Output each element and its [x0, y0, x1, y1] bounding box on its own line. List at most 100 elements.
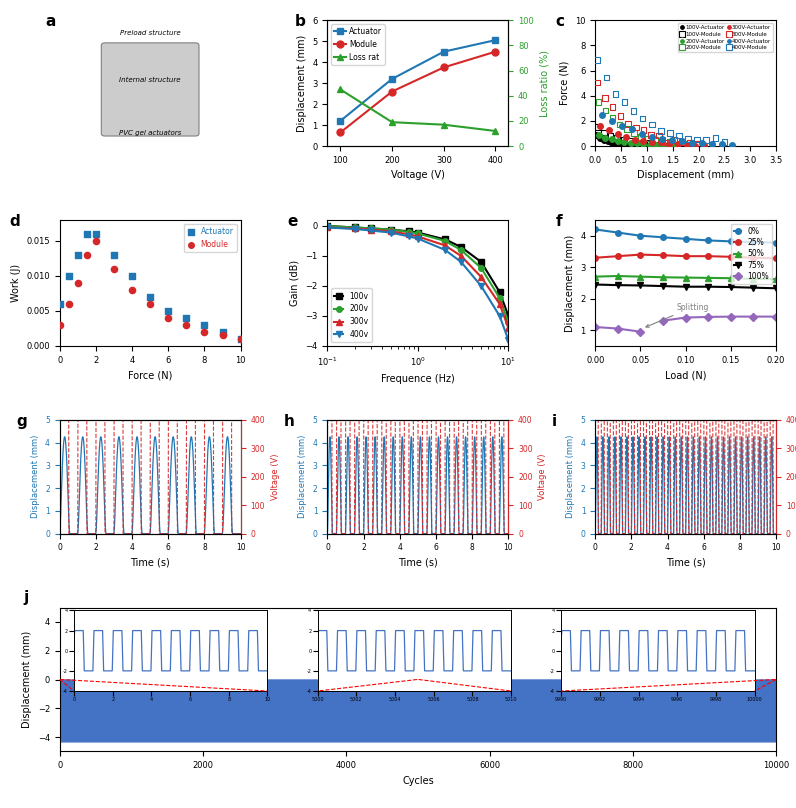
400v — [504, 335, 513, 345]
0% — [704, 236, 713, 246]
Point — [726, 139, 739, 152]
Point — [661, 137, 673, 149]
Y-axis label: Displacement (mm): Displacement (mm) — [298, 435, 307, 519]
Point — [598, 133, 611, 146]
Actuator — [490, 36, 500, 45]
Module — [198, 326, 211, 339]
Y-axis label: Displacement (mm): Displacement (mm) — [22, 631, 32, 728]
75% — [613, 280, 622, 290]
300v — [386, 226, 396, 236]
Text: h: h — [284, 414, 295, 429]
Point — [637, 138, 650, 151]
Module — [144, 297, 157, 310]
Point — [645, 128, 657, 141]
0% — [636, 231, 646, 241]
25% — [658, 250, 668, 260]
Point — [662, 139, 675, 152]
Point — [606, 114, 618, 127]
Point — [650, 138, 662, 151]
0% — [726, 237, 736, 246]
75% — [658, 281, 668, 291]
Point — [617, 133, 630, 146]
Point — [610, 137, 622, 150]
Point — [686, 137, 699, 149]
Line: 100v: 100v — [325, 223, 511, 318]
Y-axis label: Work (J): Work (J) — [11, 264, 21, 302]
Point — [653, 129, 665, 142]
400v — [476, 281, 486, 291]
100v — [404, 226, 414, 236]
Point — [685, 138, 697, 151]
Point — [616, 120, 629, 133]
50% — [771, 274, 781, 284]
Line: Module: Module — [337, 48, 499, 136]
75% — [681, 282, 690, 292]
Point — [664, 127, 677, 140]
Point — [591, 53, 603, 66]
200v — [456, 245, 466, 255]
100v — [386, 225, 396, 234]
Point — [591, 120, 604, 133]
25% — [681, 251, 690, 261]
Point — [673, 129, 685, 142]
Point — [624, 137, 637, 149]
Point — [592, 95, 605, 108]
100v — [456, 242, 466, 252]
Actuator — [80, 228, 93, 241]
Point — [602, 135, 615, 148]
Text: i: i — [552, 414, 557, 429]
Point — [656, 139, 669, 152]
100v — [350, 223, 360, 233]
400v — [366, 225, 376, 235]
Point — [596, 108, 609, 121]
50% — [636, 271, 646, 281]
Module — [53, 318, 66, 331]
50% — [749, 274, 759, 284]
Line: 50%: 50% — [592, 273, 778, 282]
300v — [476, 272, 486, 282]
Y-axis label: Displacement (mm): Displacement (mm) — [566, 435, 575, 519]
Point — [622, 117, 634, 130]
X-axis label: Time (s): Time (s) — [665, 558, 705, 568]
Module — [234, 332, 247, 345]
Point — [634, 131, 647, 144]
Module — [62, 297, 75, 310]
Point — [627, 127, 640, 140]
Text: c: c — [556, 14, 564, 29]
Point — [634, 139, 647, 152]
Point — [669, 139, 681, 152]
25% — [591, 253, 600, 263]
Legend: 100V-Actuator, 100V-Module, 200V-Actuator, 200V-Module, 300V-Actuator, 300V-Modu: 100V-Actuator, 100V-Module, 200V-Actuato… — [677, 23, 774, 53]
100v — [476, 257, 486, 267]
Y-axis label: Voltage (V): Voltage (V) — [271, 453, 279, 500]
Point — [607, 112, 619, 124]
300v — [366, 225, 376, 234]
0% — [658, 233, 668, 242]
Point — [624, 134, 637, 147]
100% — [636, 327, 646, 337]
Module — [107, 263, 120, 276]
300v — [504, 323, 513, 333]
Point — [646, 118, 658, 131]
Actuator — [217, 326, 229, 339]
Point — [666, 133, 679, 146]
Y-axis label: Displacement (mm): Displacement (mm) — [297, 35, 306, 132]
Point — [718, 136, 731, 149]
200v — [322, 221, 332, 231]
100v — [366, 224, 376, 234]
Loss rat — [490, 126, 500, 136]
Loss rat — [439, 120, 448, 129]
Y-axis label: Gain (dB): Gain (dB) — [290, 260, 300, 306]
Loss rat — [388, 117, 397, 127]
Point — [637, 124, 650, 137]
Text: b: b — [295, 14, 306, 29]
Point — [706, 137, 719, 150]
400v — [456, 257, 466, 267]
Actuator — [62, 270, 75, 283]
Y-axis label: Voltage (V): Voltage (V) — [538, 453, 548, 500]
Point — [606, 137, 618, 149]
Point — [680, 139, 693, 152]
Point — [603, 124, 615, 137]
Module — [217, 329, 229, 342]
Legend: 0%, 25%, 50%, 75%, 100%: 0%, 25%, 50%, 75%, 100% — [731, 224, 772, 284]
